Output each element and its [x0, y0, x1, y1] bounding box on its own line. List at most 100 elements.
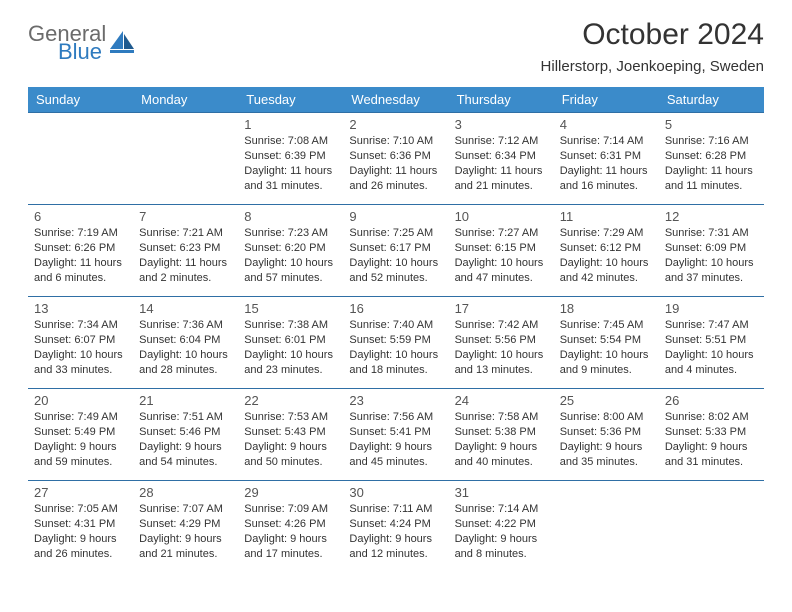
- day-info: Sunrise: 8:00 AMSunset: 5:36 PMDaylight:…: [560, 410, 653, 469]
- day-info: Sunrise: 7:53 AMSunset: 5:43 PMDaylight:…: [244, 410, 337, 469]
- calendar-day-cell: 24 Sunrise: 7:58 AMSunset: 5:38 PMDayligh…: [449, 389, 554, 481]
- sail-icon: [110, 31, 136, 58]
- calendar-day-cell: 23 Sunrise: 7:56 AMSunset: 5:41 PMDayligh…: [343, 389, 448, 481]
- calendar-day-cell: 6 Sunrise: 7:19 AMSunset: 6:26 PMDaylight…: [28, 205, 133, 297]
- month-title: October 2024: [541, 18, 764, 52]
- day-info: Sunrise: 7:34 AMSunset: 6:07 PMDaylight:…: [34, 318, 127, 377]
- logo-text: General Blue: [28, 24, 106, 62]
- day-info: Sunrise: 7:56 AMSunset: 5:41 PMDaylight:…: [349, 410, 442, 469]
- day-number: 17: [455, 301, 548, 316]
- weekday-header: Wednesday: [343, 87, 448, 113]
- day-number: 25: [560, 393, 653, 408]
- day-info: Sunrise: 7:10 AMSunset: 6:36 PMDaylight:…: [349, 134, 442, 193]
- day-info: Sunrise: 7:16 AMSunset: 6:28 PMDaylight:…: [665, 134, 758, 193]
- calendar-day-cell: 17 Sunrise: 7:42 AMSunset: 5:56 PMDayligh…: [449, 297, 554, 389]
- calendar-table: SundayMondayTuesdayWednesdayThursdayFrid…: [28, 87, 764, 573]
- day-number: 3: [455, 117, 548, 132]
- calendar-day-cell: 26 Sunrise: 8:02 AMSunset: 5:33 PMDayligh…: [659, 389, 764, 481]
- calendar-day-cell: 28 Sunrise: 7:07 AMSunset: 4:29 PMDayligh…: [133, 481, 238, 573]
- day-info: Sunrise: 7:07 AMSunset: 4:29 PMDaylight:…: [139, 502, 232, 561]
- calendar-day-cell: 29Sunrise: 7:09 AMSunset: 4:26 PMDayligh…: [238, 481, 343, 573]
- day-info: Sunrise: 7:38 AMSunset: 6:01 PMDaylight:…: [244, 318, 337, 377]
- calendar-empty-cell: [659, 481, 764, 573]
- day-number: 4: [560, 117, 653, 132]
- weekday-header-row: SundayMondayTuesdayWednesdayThursdayFrid…: [28, 87, 764, 113]
- weekday-header: Saturday: [659, 87, 764, 113]
- day-info: Sunrise: 7:11 AMSunset: 4:24 PMDaylight:…: [349, 502, 442, 561]
- day-number: 26: [665, 393, 758, 408]
- calendar-day-cell: 2 Sunrise: 7:10 AMSunset: 6:36 PMDaylight…: [343, 113, 448, 205]
- day-info: Sunrise: 7:25 AMSunset: 6:17 PMDaylight:…: [349, 226, 442, 285]
- day-info: Sunrise: 7:31 AMSunset: 6:09 PMDaylight:…: [665, 226, 758, 285]
- day-info: Sunrise: 7:27 AMSunset: 6:15 PMDaylight:…: [455, 226, 548, 285]
- day-number: 7: [139, 209, 232, 224]
- calendar-day-cell: 20 Sunrise: 7:49 AMSunset: 5:49 PMDayligh…: [28, 389, 133, 481]
- calendar-body: 1Sunrise: 7:08 AMSunset: 6:39 PMDaylight…: [28, 113, 764, 573]
- calendar-day-cell: 3 Sunrise: 7:12 AMSunset: 6:34 PMDaylight…: [449, 113, 554, 205]
- location: Hillerstorp, Joenkoeping, Sweden: [541, 58, 764, 75]
- calendar-empty-cell: [28, 113, 133, 205]
- day-number: 9: [349, 209, 442, 224]
- day-number: 14: [139, 301, 232, 316]
- calendar-day-cell: 16 Sunrise: 7:40 AMSunset: 5:59 PMDayligh…: [343, 297, 448, 389]
- calendar-day-cell: 1Sunrise: 7:08 AMSunset: 6:39 PMDaylight…: [238, 113, 343, 205]
- day-info: Sunrise: 7:51 AMSunset: 5:46 PMDaylight:…: [139, 410, 232, 469]
- day-number: 31: [455, 485, 548, 500]
- day-info: Sunrise: 7:29 AMSunset: 6:12 PMDaylight:…: [560, 226, 653, 285]
- calendar-day-cell: 21Sunrise: 7:51 AMSunset: 5:46 PMDayligh…: [133, 389, 238, 481]
- day-number: 19: [665, 301, 758, 316]
- day-number: 16: [349, 301, 442, 316]
- title-block: October 2024 Hillerstorp, Joenkoeping, S…: [541, 18, 764, 75]
- logo-word-blue: Blue: [58, 42, 106, 62]
- calendar-day-cell: 4 Sunrise: 7:14 AMSunset: 6:31 PMDaylight…: [554, 113, 659, 205]
- calendar-day-cell: 22Sunrise: 7:53 AMSunset: 5:43 PMDayligh…: [238, 389, 343, 481]
- day-number: 2: [349, 117, 442, 132]
- day-info: Sunrise: 7:36 AMSunset: 6:04 PMDaylight:…: [139, 318, 232, 377]
- day-number: 23: [349, 393, 442, 408]
- day-info: Sunrise: 7:23 AMSunset: 6:20 PMDaylight:…: [244, 226, 337, 285]
- calendar-day-cell: 12 Sunrise: 7:31 AMSunset: 6:09 PMDayligh…: [659, 205, 764, 297]
- calendar-day-cell: 15 Sunrise: 7:38 AMSunset: 6:01 PMDayligh…: [238, 297, 343, 389]
- day-info: Sunrise: 7:58 AMSunset: 5:38 PMDaylight:…: [455, 410, 548, 469]
- day-info: Sunrise: 7:14 AMSunset: 4:22 PMDaylight:…: [455, 502, 548, 561]
- day-info: Sunrise: 7:14 AMSunset: 6:31 PMDaylight:…: [560, 134, 653, 193]
- day-number: 28: [139, 485, 232, 500]
- logo: General Blue: [28, 18, 136, 62]
- calendar-day-cell: 9 Sunrise: 7:25 AMSunset: 6:17 PMDaylight…: [343, 205, 448, 297]
- day-info: Sunrise: 7:12 AMSunset: 6:34 PMDaylight:…: [455, 134, 548, 193]
- day-number: 12: [665, 209, 758, 224]
- day-number: 6: [34, 209, 127, 224]
- day-info: Sunrise: 7:47 AMSunset: 5:51 PMDaylight:…: [665, 318, 758, 377]
- calendar-day-cell: 11Sunrise: 7:29 AMSunset: 6:12 PMDayligh…: [554, 205, 659, 297]
- day-number: 18: [560, 301, 653, 316]
- day-number: 30: [349, 485, 442, 500]
- weekday-header: Friday: [554, 87, 659, 113]
- day-info: Sunrise: 7:40 AMSunset: 5:59 PMDaylight:…: [349, 318, 442, 377]
- day-number: 27: [34, 485, 127, 500]
- calendar-day-cell: 18 Sunrise: 7:45 AMSunset: 5:54 PMDayligh…: [554, 297, 659, 389]
- day-info: Sunrise: 7:49 AMSunset: 5:49 PMDaylight:…: [34, 410, 127, 469]
- weekday-header: Monday: [133, 87, 238, 113]
- calendar-day-cell: 31 Sunrise: 7:14 AMSunset: 4:22 PMDayligh…: [449, 481, 554, 573]
- calendar-day-cell: 8 Sunrise: 7:23 AMSunset: 6:20 PMDaylight…: [238, 205, 343, 297]
- day-number: 1: [244, 117, 337, 132]
- calendar-week-row: 20 Sunrise: 7:49 AMSunset: 5:49 PMDayligh…: [28, 389, 764, 481]
- day-info: Sunrise: 7:21 AMSunset: 6:23 PMDaylight:…: [139, 226, 232, 285]
- calendar-week-row: 1Sunrise: 7:08 AMSunset: 6:39 PMDaylight…: [28, 113, 764, 205]
- day-number: 20: [34, 393, 127, 408]
- day-info: Sunrise: 7:05 AMSunset: 4:31 PMDaylight:…: [34, 502, 127, 561]
- day-number: 8: [244, 209, 337, 224]
- header: General Blue October 2024 Hillerstorp, J…: [28, 18, 764, 75]
- day-number: 15: [244, 301, 337, 316]
- day-number: 10: [455, 209, 548, 224]
- calendar-day-cell: 27 Sunrise: 7:05 AMSunset: 4:31 PMDayligh…: [28, 481, 133, 573]
- day-info: Sunrise: 8:02 AMSunset: 5:33 PMDaylight:…: [665, 410, 758, 469]
- calendar-empty-cell: [133, 113, 238, 205]
- day-number: 24: [455, 393, 548, 408]
- day-info: Sunrise: 7:19 AMSunset: 6:26 PMDaylight:…: [34, 226, 127, 285]
- day-info: Sunrise: 7:42 AMSunset: 5:56 PMDaylight:…: [455, 318, 548, 377]
- day-number: 5: [665, 117, 758, 132]
- calendar-day-cell: 5 Sunrise: 7:16 AMSunset: 6:28 PMDaylight…: [659, 113, 764, 205]
- day-info: Sunrise: 7:45 AMSunset: 5:54 PMDaylight:…: [560, 318, 653, 377]
- calendar-day-cell: 10 Sunrise: 7:27 AMSunset: 6:15 PMDayligh…: [449, 205, 554, 297]
